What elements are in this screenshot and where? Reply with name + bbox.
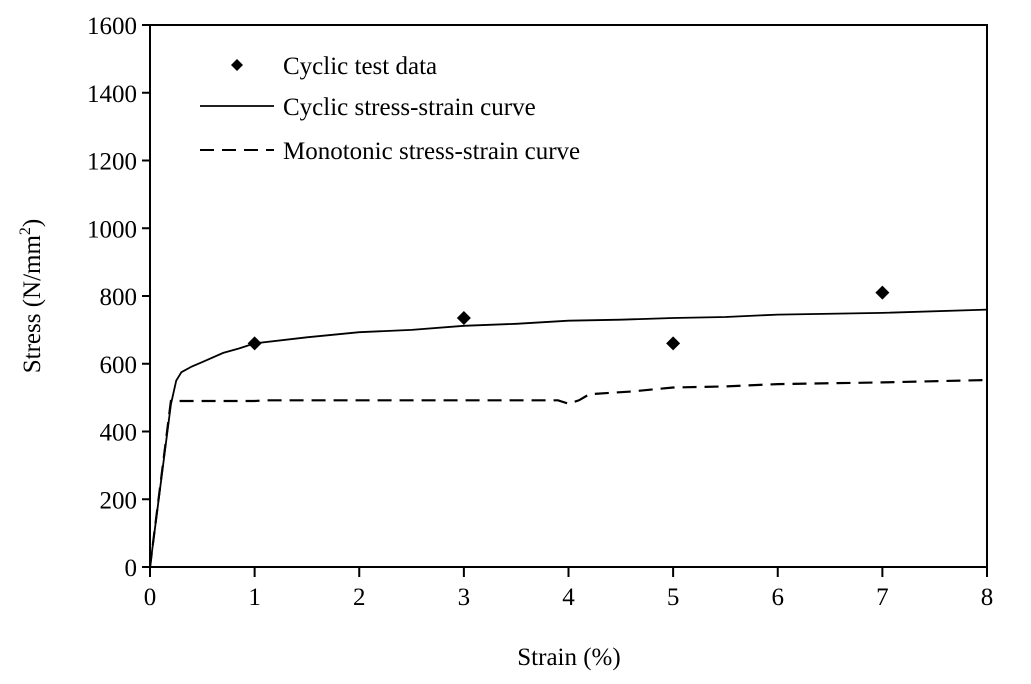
data-point — [456, 311, 471, 326]
y-tick-label: 400 — [100, 420, 138, 447]
x-tick-label: 7 — [876, 584, 889, 611]
legend: Cyclic test data Cyclic stress-strain cur… — [200, 53, 580, 165]
x-tick-label: 5 — [667, 584, 680, 611]
x-tick-label: 0 — [144, 584, 157, 611]
legend-item: Cyclic test data — [231, 53, 437, 80]
x-tick-label: 4 — [562, 584, 575, 611]
axes: 0 1 2 3 4 5 6 7 8 0 200 400 600 800 1000 1200 1400 1600 — [87, 13, 993, 611]
x-tick-label: 1 — [248, 584, 261, 611]
y-tick-label: 1000 — [87, 216, 137, 243]
x-tick-label: 2 — [353, 584, 366, 611]
x-axis-label: Strain (%) — [517, 644, 620, 671]
legend-diamond-icon — [231, 59, 243, 71]
chart-marks — [148, 285, 988, 568]
legend-item: Cyclic stress-strain curve — [200, 94, 536, 121]
legend-label: Monotonic stress-strain curve — [283, 138, 580, 165]
y-tick-label: 1600 — [87, 13, 137, 40]
y-axis-label: Stress (N/mm2) — [17, 219, 46, 374]
legend-label: Cyclic test data — [283, 53, 437, 80]
y-tick-label: 1400 — [87, 81, 137, 108]
data-point — [875, 285, 890, 300]
x-tick-label: 6 — [772, 584, 785, 611]
data-point — [666, 336, 681, 351]
y-tick-label: 600 — [100, 352, 138, 379]
monotonic-curve-line — [148, 378, 988, 568]
y-tick-label: 200 — [100, 487, 138, 514]
cyclic-curve-line — [149, 308, 988, 568]
x-tick-label: 3 — [458, 584, 471, 611]
y-tick-label: 0 — [125, 555, 138, 582]
legend-label: Cyclic stress-strain curve — [283, 94, 536, 121]
y-tick-label: 1200 — [87, 149, 137, 176]
y-tick-label: 800 — [100, 284, 138, 311]
x-tick-label: 8 — [981, 584, 994, 611]
plot-frame — [149, 24, 988, 568]
legend-item: Monotonic stress-strain curve — [200, 138, 580, 165]
